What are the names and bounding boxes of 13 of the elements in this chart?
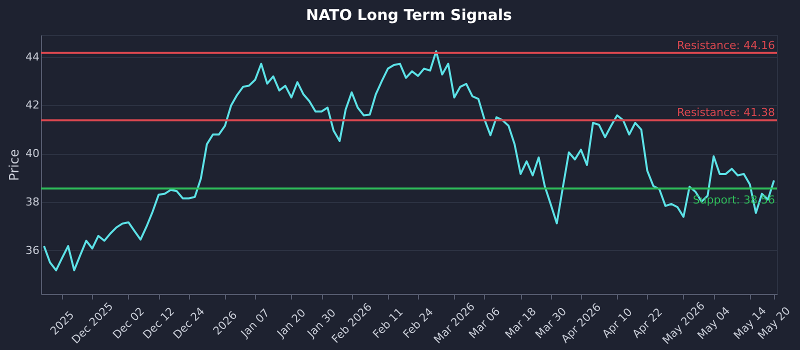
line-series [43,50,775,272]
y-axis-title: Price [8,149,23,181]
y-tick-label: 36 [26,244,40,257]
y-tick-label: 40 [26,147,40,160]
x-tick-label: Jan 20 [274,306,308,341]
y-tick-label: 44 [26,50,40,64]
y-tick-label: 38 [26,196,40,209]
y-tick-label: 42 [26,98,40,112]
ref-line-label: Resistance: 44.16 [677,38,775,52]
chart-title: NATO Long Term Signals [306,6,512,24]
x-tick-label: Jan 07 [238,306,272,341]
x-tick-label: Apr 10 [600,306,635,341]
ref-line-label: Resistance: 41.38 [677,106,775,120]
